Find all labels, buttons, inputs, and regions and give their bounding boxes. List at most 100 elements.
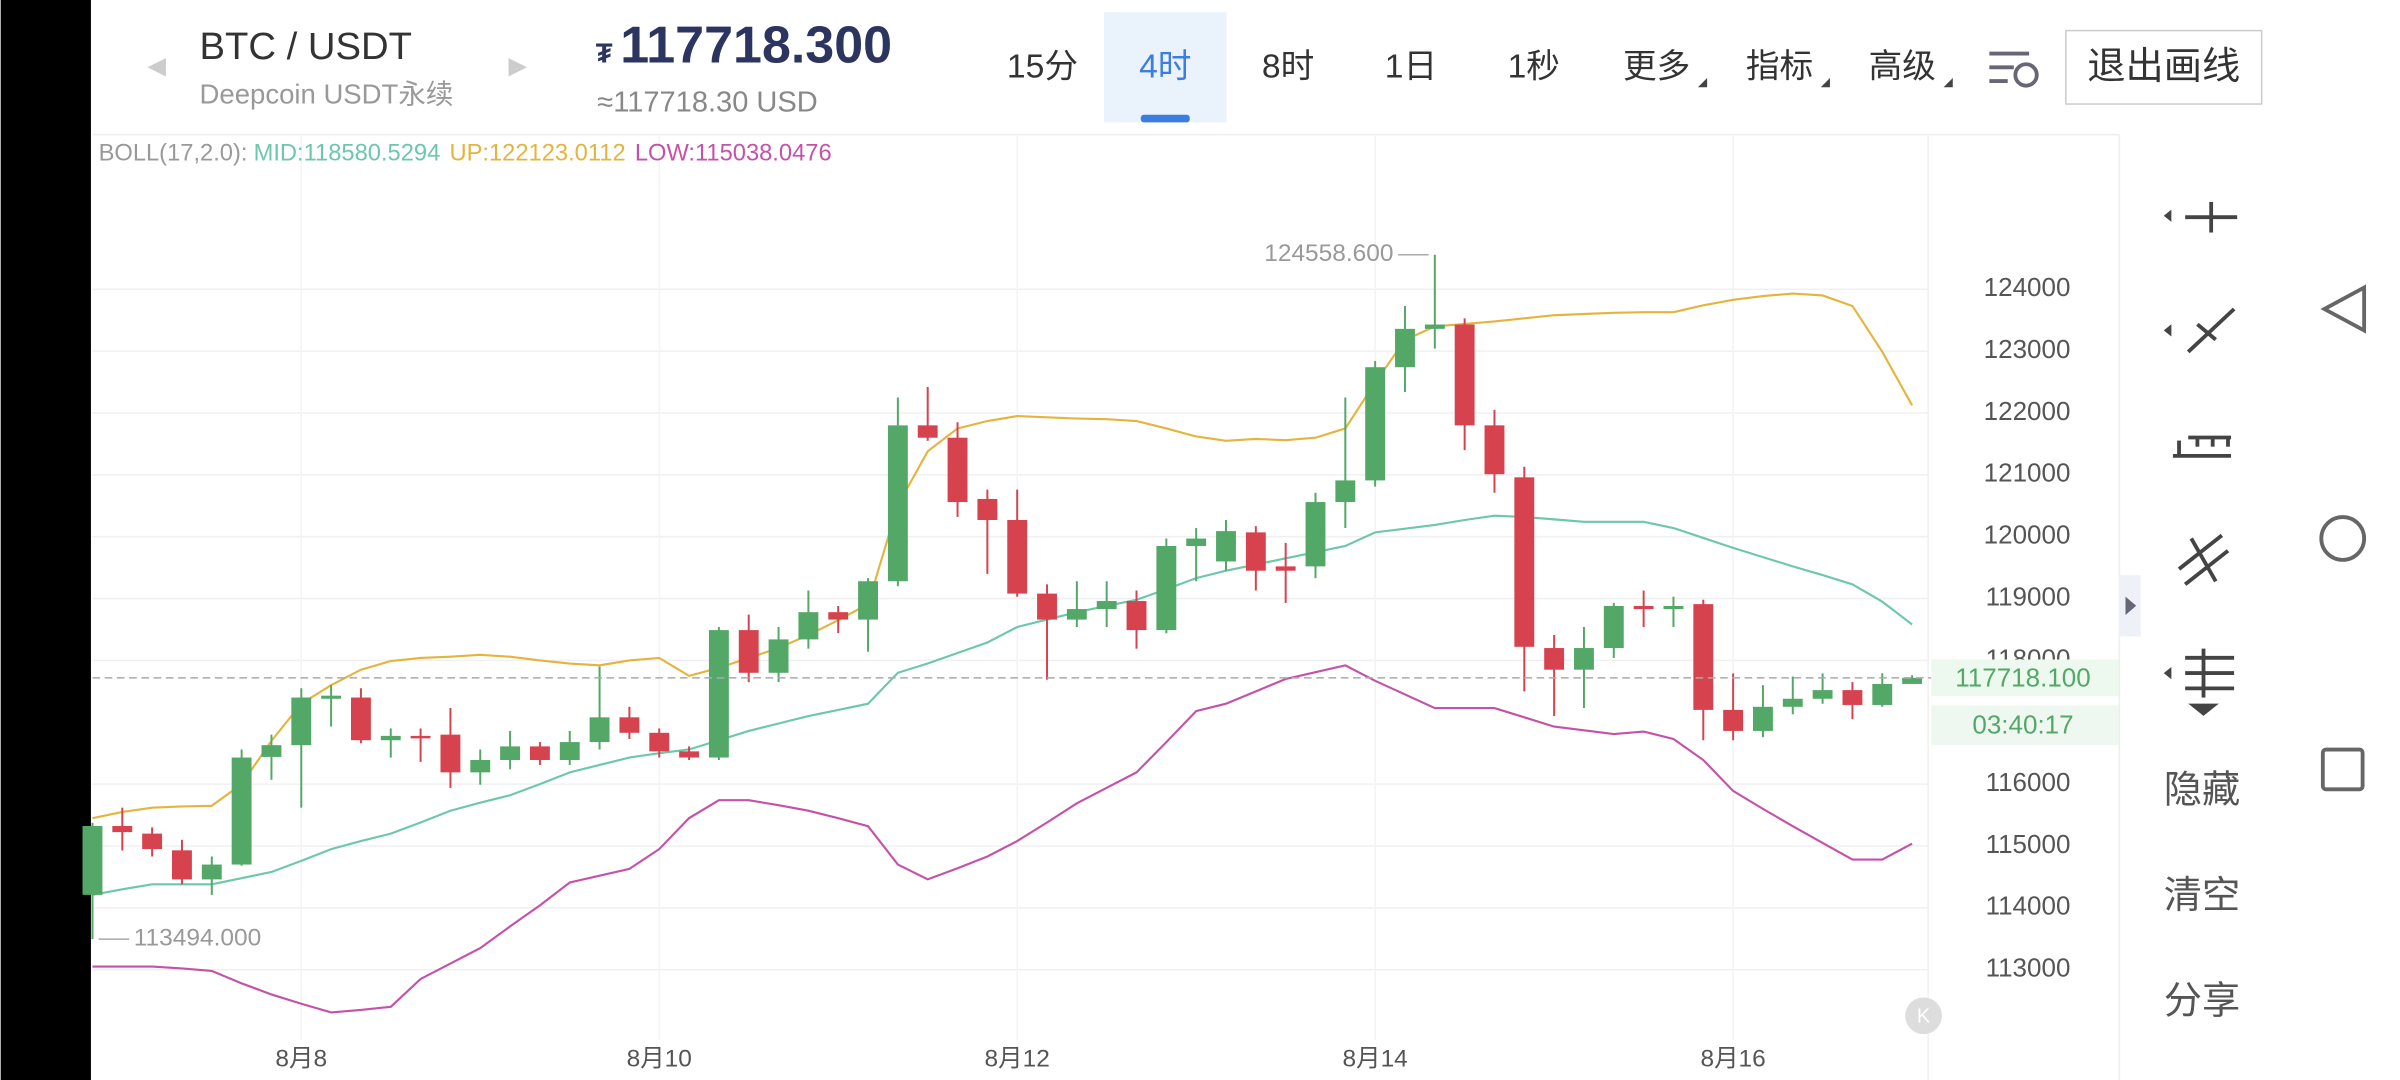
- candle-body: [619, 717, 640, 733]
- dropdown-caret: [1820, 78, 1830, 88]
- tool-action[interactable]: 隐藏: [2164, 769, 2240, 812]
- candle-body: [947, 437, 968, 503]
- dropdown-caret: [1697, 78, 1708, 88]
- candle-body: [977, 498, 998, 520]
- candle-body: [291, 697, 312, 746]
- nav-recents[interactable]: [2320, 747, 2365, 792]
- candle-body: [82, 826, 103, 895]
- candle-body: [1454, 324, 1475, 426]
- legend-name: MID:: [254, 141, 304, 167]
- nav-back[interactable]: [2320, 284, 2367, 334]
- tab[interactable]: 8时: [1262, 49, 1314, 86]
- candle-body: [1365, 367, 1386, 481]
- active-tab-bg[interactable]: [1104, 12, 1227, 123]
- dropdown-caret: [1943, 78, 1953, 88]
- candle-body: [380, 735, 401, 741]
- legend-value: 122123.0112: [489, 141, 626, 167]
- countdown-box: [1931, 705, 2120, 746]
- tab[interactable]: 4时: [1139, 49, 1191, 86]
- candle-body: [1514, 477, 1535, 647]
- y-tick-label: 116000: [1986, 767, 2071, 797]
- y-tick-label: 121000: [1984, 458, 2071, 488]
- boll-line: [92, 514, 1913, 896]
- scroll-latest-label[interactable]: K: [1917, 1006, 1931, 1028]
- countdown: 03:40:17: [1972, 710, 2073, 740]
- left-edge: [0, 0, 91, 1080]
- exit-button-label[interactable]: 退出画线: [2087, 45, 2240, 88]
- tab[interactable]: 1秒: [1508, 48, 1560, 86]
- candle-body: [470, 760, 491, 773]
- x-tick-label: 8月14: [1343, 1046, 1408, 1073]
- candle-body: [440, 734, 461, 773]
- tab[interactable]: 1日: [1385, 49, 1437, 86]
- candle-body: [1245, 532, 1266, 571]
- indicator-legend: BOLL(17,2.0): MID:118580.5294 UP:122123.01…: [99, 141, 832, 167]
- tabs: 15分 4时 8时 1日 1秒 更多 指标 高级: [1007, 12, 1953, 123]
- nav-home[interactable]: [2319, 515, 2367, 562]
- price: 117718.300: [620, 17, 892, 75]
- candle-body: [172, 850, 192, 880]
- tab[interactable]: 15分: [1007, 49, 1078, 86]
- tool-action[interactable]: 分享: [2164, 980, 2240, 1023]
- collapse-arrow[interactable]: [2125, 596, 2137, 615]
- y-tick-label: 113000: [1986, 953, 2071, 983]
- horizontal-line-tool[interactable]: [2163, 201, 2238, 233]
- drawing-tools: [2163, 201, 2238, 716]
- candle-body: [1842, 690, 1863, 705]
- candle-body: [112, 826, 133, 833]
- candle-body: [321, 695, 342, 699]
- candle-body: [1037, 593, 1057, 620]
- candle-body: [798, 612, 819, 640]
- candle-body: [1633, 605, 1654, 610]
- chart: 1130001140001150001160001180001190001200…: [82, 134, 2120, 1080]
- candle-body: [1275, 566, 1296, 571]
- candle-body: [1574, 648, 1594, 670]
- settings-icon[interactable]: [1989, 51, 2039, 88]
- candle-body: [887, 425, 908, 582]
- x-tick-label: 8月10: [627, 1046, 692, 1073]
- candle-body: [1723, 709, 1744, 731]
- y-tick-label: 124000: [1984, 272, 2071, 302]
- candle-body: [1693, 604, 1714, 710]
- x-tick-label: 8月12: [985, 1046, 1050, 1073]
- y-tick-label: 122000: [1984, 396, 2071, 426]
- indicator-name: BOLL(17,2.0):: [99, 141, 248, 167]
- fib-tool[interactable]: [2163, 648, 2235, 716]
- trend-line-tool[interactable]: [2163, 307, 2236, 354]
- scroll-latest-button[interactable]: [1905, 997, 1942, 1035]
- legend-value: 115038.0476: [695, 141, 832, 167]
- candle-body: [1216, 531, 1236, 562]
- candle-body: [768, 639, 789, 673]
- tab[interactable]: 更多: [1623, 48, 1690, 86]
- tool-panel: [2119, 134, 2288, 1080]
- candle-body: [1066, 609, 1087, 620]
- extreme-label: 113494.000: [134, 925, 261, 952]
- candle-body: [858, 581, 878, 620]
- legend-name: UP:: [449, 141, 489, 167]
- candle-body: [1007, 519, 1028, 594]
- candle-body: [1603, 605, 1624, 649]
- candle-body: [679, 751, 700, 758]
- candle-body: [350, 697, 371, 741]
- tab[interactable]: 指标: [1746, 48, 1813, 86]
- tab[interactable]: 高级: [1869, 48, 1936, 86]
- x-tick-label: 8月8: [275, 1046, 327, 1073]
- candle-body: [1753, 706, 1773, 731]
- candle-body: [1902, 677, 1923, 684]
- candle-body: [410, 735, 431, 739]
- candle-body: [1126, 601, 1147, 631]
- candle-body: [559, 742, 580, 761]
- candle-body: [1305, 502, 1326, 567]
- y-tick-label: 120000: [1984, 520, 2071, 550]
- next-arrow[interactable]: [508, 58, 527, 77]
- tool-action[interactable]: 清空: [2164, 874, 2240, 917]
- prev-arrow[interactable]: [147, 58, 166, 77]
- parallel-tool[interactable]: [2177, 533, 2230, 586]
- active-tab-indicator: [1140, 114, 1190, 123]
- y-tick-label: 115000: [1986, 829, 2071, 859]
- ray-tool[interactable]: [2172, 435, 2232, 458]
- exit-button[interactable]: [2065, 29, 2263, 105]
- y-tick-label: 114000: [1986, 891, 2071, 921]
